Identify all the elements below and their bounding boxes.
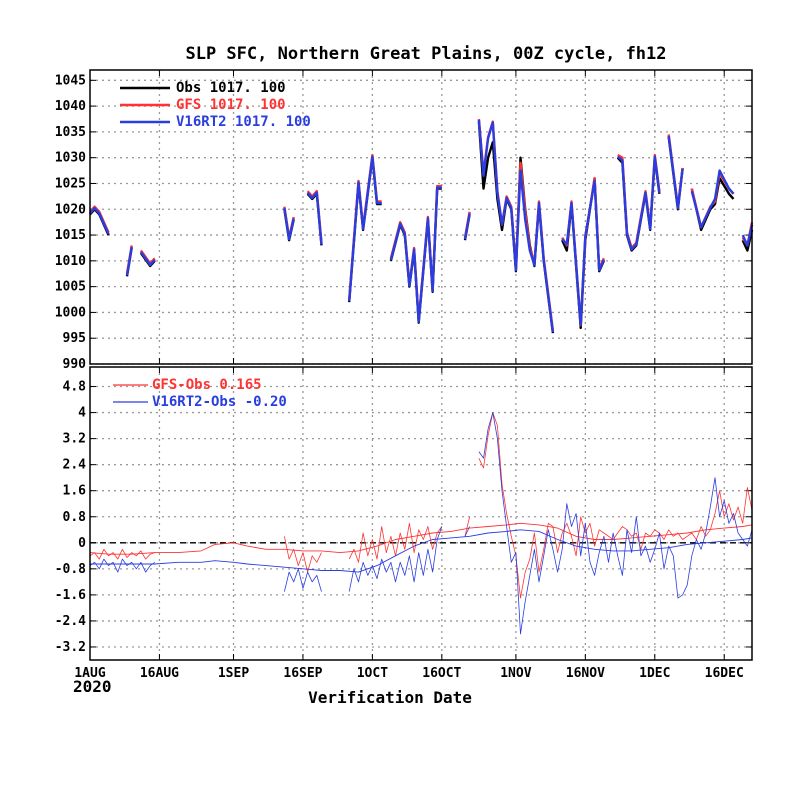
- bottom-ytick-label: 4.8: [63, 380, 87, 395]
- bottom-ytick-label: -1.6: [55, 588, 86, 603]
- bottom-series-gfs-obs: [89, 548, 155, 560]
- top-series-v16rt2: [348, 155, 382, 302]
- top-series-v16rt2: [616, 155, 661, 251]
- bottom-panel: -3.2 -2.4 -1.6 -0.8 0 0.8 1.6 2.4 3.2 4 4.8: [55, 366, 753, 661]
- bottom-frame: [89, 366, 753, 661]
- top-series-v16rt2: [741, 224, 754, 247]
- top-ytick-label: 1010: [55, 254, 86, 269]
- x-tick-label: 1OCT: [357, 666, 388, 681]
- bottom-ytick-label: 0: [78, 536, 86, 551]
- top-ytick-label: 1005: [55, 280, 86, 295]
- bottom-ytick-label: 2.4: [63, 458, 87, 473]
- x-tick-label: 1NOV: [500, 666, 531, 681]
- top-series-v16rt2: [89, 206, 110, 235]
- top-ytick-label: 1000: [55, 305, 86, 320]
- bottom-series-v16rt2-obs: [478, 412, 753, 635]
- legend-entry: Obs 1017. 100: [176, 80, 286, 96]
- bottom-series-gfs-obs-running-mean: [89, 522, 753, 555]
- bottom-ytick-label: -0.8: [55, 562, 86, 577]
- bottom-series-gfs-obs: [464, 516, 470, 537]
- top-ytick-label: 1030: [55, 151, 86, 166]
- x-tick-label: 16DEC: [705, 666, 744, 681]
- bottom-series-gfs-obs: [478, 412, 753, 599]
- bottom-series-v16rt2-obs: [348, 526, 443, 592]
- year-label: 2020: [73, 677, 112, 696]
- top-series-v16rt2: [561, 179, 605, 326]
- bottom-ytick-label: 0.8: [63, 510, 87, 525]
- x-axis: 1AUG 16AUG 1SEP 16SEP 1OCT 16OCT 1NOV 16NOV 1DEC…: [74, 666, 743, 681]
- top-series-v16rt2: [667, 135, 684, 210]
- legend-entry: V16RT2-Obs -0.20: [152, 394, 287, 410]
- top-series-v16rt2: [690, 169, 735, 229]
- top-series-v16rt2: [125, 246, 133, 276]
- top-series-v16rt2: [477, 119, 555, 333]
- legend-entry: GFS-Obs 0.165: [152, 377, 262, 393]
- x-tick-label: 1SEP: [218, 666, 249, 681]
- x-tick-label: 16OCT: [422, 666, 461, 681]
- top-ytick-label: 1040: [55, 99, 86, 114]
- top-ytick-label: 995: [63, 331, 86, 346]
- x-tick-label: 16AUG: [140, 666, 179, 681]
- top-series-v16rt2: [139, 251, 156, 267]
- bottom-series-v16rt2-obs-running-mean: [90, 529, 753, 573]
- top-ytick-label: 1025: [55, 176, 86, 191]
- chart-title: SLP SFC, Northern Great Plains, 00Z cycl…: [185, 44, 666, 64]
- legend-entry: GFS 1017. 100: [176, 97, 286, 113]
- bottom-ytick-label: 3.2: [63, 432, 86, 447]
- top-series-v16rt2: [306, 191, 323, 245]
- bottom-series-v16rt2-obs: [284, 568, 322, 592]
- bottom-series-v16rt2-obs: [89, 558, 156, 573]
- top-ytick-label: 1045: [55, 73, 86, 88]
- bottom-series-v16rt2-obs: [464, 526, 470, 537]
- x-tick-label: 1AUG: [74, 666, 105, 681]
- x-tick-label: 16NOV: [566, 666, 605, 681]
- top-ytick-label: 1015: [55, 228, 86, 243]
- top-ytick-label: 990: [63, 357, 87, 372]
- top-frame: [89, 69, 753, 365]
- bottom-ytick-label: 1.6: [63, 484, 87, 499]
- bottom-series-gfs-obs: [284, 536, 322, 573]
- top-series-v16rt2: [283, 208, 295, 241]
- top-ytick-label: 1020: [55, 202, 86, 217]
- top-series-obs: [690, 177, 735, 232]
- bottom-ytick-label: -3.2: [55, 640, 86, 655]
- x-tick-label: 16SEP: [283, 666, 322, 681]
- x-tick-label: 1DEC: [639, 666, 670, 681]
- bottom-ytick-label: -2.4: [55, 614, 86, 629]
- top-panel: 990 995 1000 1005 1010 1015 1020 1025 1030 1035 10…: [55, 69, 754, 372]
- x-axis-title: Verification Date: [308, 688, 472, 707]
- top-series-v16rt2: [463, 213, 471, 240]
- bottom-ytick-label: 4: [78, 406, 86, 421]
- legend-entry: V16RT2 1017. 100: [176, 114, 311, 130]
- top-ytick-label: 1035: [55, 125, 86, 140]
- top-series-v16rt2: [389, 186, 442, 323]
